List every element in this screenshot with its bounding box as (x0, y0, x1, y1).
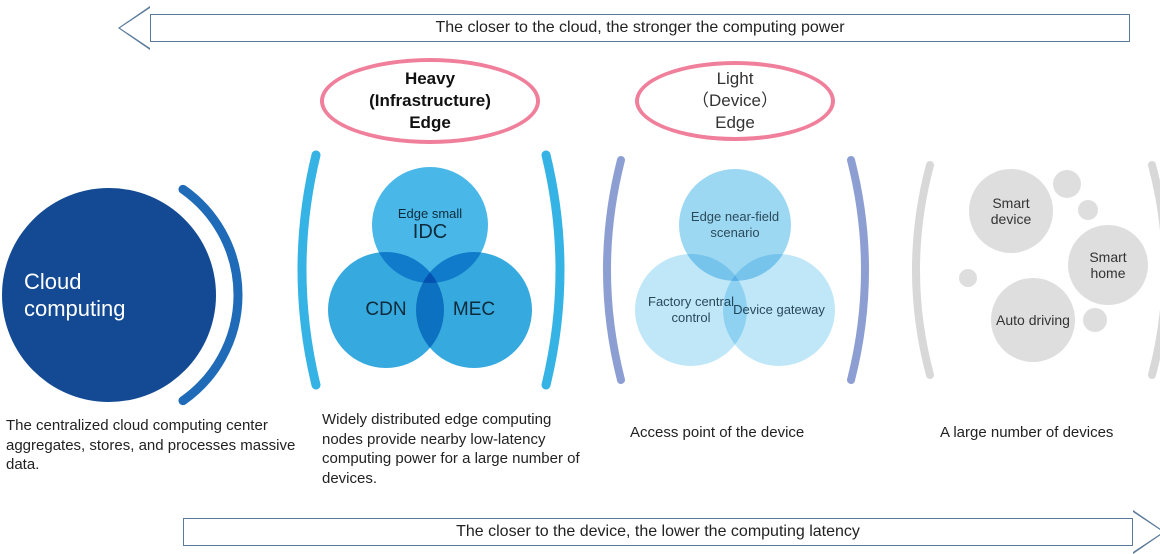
light-circle-gateway: Device gateway (723, 254, 835, 366)
light-title-l3: Edge (715, 112, 755, 134)
cloud-computing-circle: Cloud computing (2, 188, 216, 402)
bottom-arrow-bar: The closer to the device, the lower the … (183, 518, 1133, 546)
cloud-label-1: Cloud (24, 268, 126, 296)
bottom-arrow-text: The closer to the device, the lower the … (456, 523, 860, 541)
device-circle-smart-device-label: Smart device (973, 195, 1049, 227)
light-title-l2: （Device） (692, 90, 778, 112)
heavy-circle-idc-main: IDC (398, 221, 462, 244)
bottom-arrow-head (1133, 510, 1160, 554)
device-circle-smart-home: Smart home (1068, 225, 1148, 305)
device-dot-1 (1053, 170, 1081, 198)
heavy-edge-title-oval: Heavy (Infrastructure) Edge (320, 58, 540, 144)
device-circle-smart-device: Smart device (969, 169, 1053, 253)
heavy-circle-idc-top: Edge small (398, 206, 462, 221)
device-dot-2 (1078, 200, 1098, 220)
devices-description: A large number of devices (940, 423, 1150, 443)
heavy-circle-cdn-label: CDN (365, 299, 406, 321)
device-circle-auto-driving: Auto driving (991, 278, 1075, 362)
light-edge-description: Access point of the device (630, 423, 860, 443)
light-edge-title-oval: Light （Device） Edge (635, 61, 835, 141)
device-circle-auto-driving-label: Auto driving (996, 312, 1070, 328)
light-title-l1: Light (717, 68, 754, 90)
cloud-description: The centralized cloud computing center a… (6, 416, 296, 475)
heavy-title-l3: Edge (409, 112, 451, 134)
heavy-title-l2: (Infrastructure) (369, 90, 491, 112)
top-arrow-text: The closer to the cloud, the stronger th… (435, 19, 844, 37)
device-dot-3 (1083, 308, 1107, 332)
top-arrow-bar: The closer to the cloud, the stronger th… (150, 14, 1130, 42)
heavy-edge-description: Widely distributed edge computing nodes … (322, 410, 592, 488)
heavy-circle-mec-label: MEC (453, 299, 495, 321)
device-dot-4 (959, 269, 977, 287)
cloud-label-2: computing (24, 295, 126, 323)
light-circle-gateway-label: Device gateway (733, 302, 825, 318)
top-arrow-head (118, 6, 150, 50)
device-circle-smart-home-label: Smart home (1072, 249, 1144, 281)
heavy-circle-mec: MEC (416, 252, 532, 368)
light-circle-nearfield-label: Edge near-field scenario (685, 209, 785, 240)
heavy-title-l1: Heavy (405, 68, 455, 90)
